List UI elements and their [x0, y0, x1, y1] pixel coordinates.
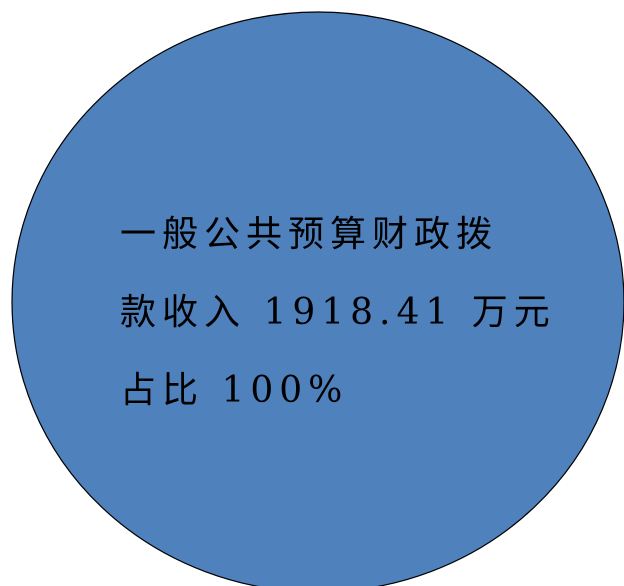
data-label-line-3: 占比 100%	[120, 370, 349, 411]
data-label-line-2: 款收入 1918.41 万元	[120, 292, 556, 333]
pie-slice-1	[11, 11, 624, 586]
data-label-line-1: 一般公共预算财政拨	[120, 214, 499, 255]
slice-data-label: 一般公共预算财政拨 款收入 1918.41 万元 占比 100%	[120, 196, 556, 430]
pie-slices	[11, 11, 624, 586]
